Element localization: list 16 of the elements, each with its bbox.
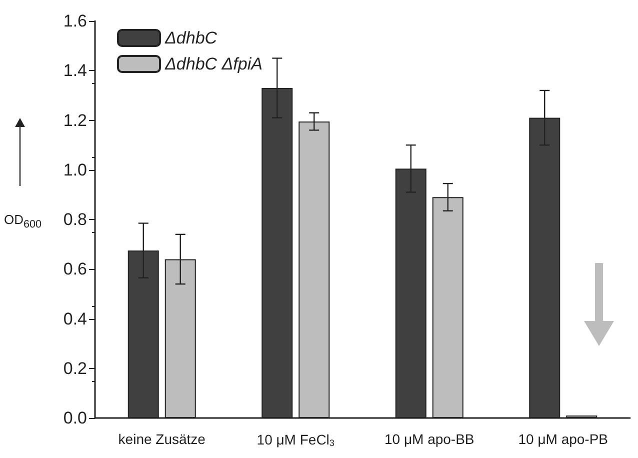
y-tick-label: 1.2 [63,110,87,130]
y-axis-title: OD$_{600}$ [4,212,42,231]
x-tick-label: keine Zusätze [118,431,206,447]
y-tick-label: 0.2 [63,358,87,378]
y-tick-label: 1.6 [63,12,87,30]
legend-label: ΔdhbC ΔfpiA [164,54,262,74]
y-tick-label: 0.8 [63,210,87,229]
x-tick-label: 10 μM apo-BB [384,431,474,447]
y-tick-label: 1.0 [63,160,87,180]
x-tick-label: 10 μM FeCl3 [256,432,334,448]
x-tick-label: 10 μM apo-PB [518,431,608,447]
y-tick-label: 0.4 [63,309,87,328]
y-tick-label: 0.6 [63,260,87,279]
y-tick-label: 0.0 [63,408,87,428]
legend-label: ΔdhbC [164,28,218,48]
y-tick-label: 1.4 [63,61,87,80]
